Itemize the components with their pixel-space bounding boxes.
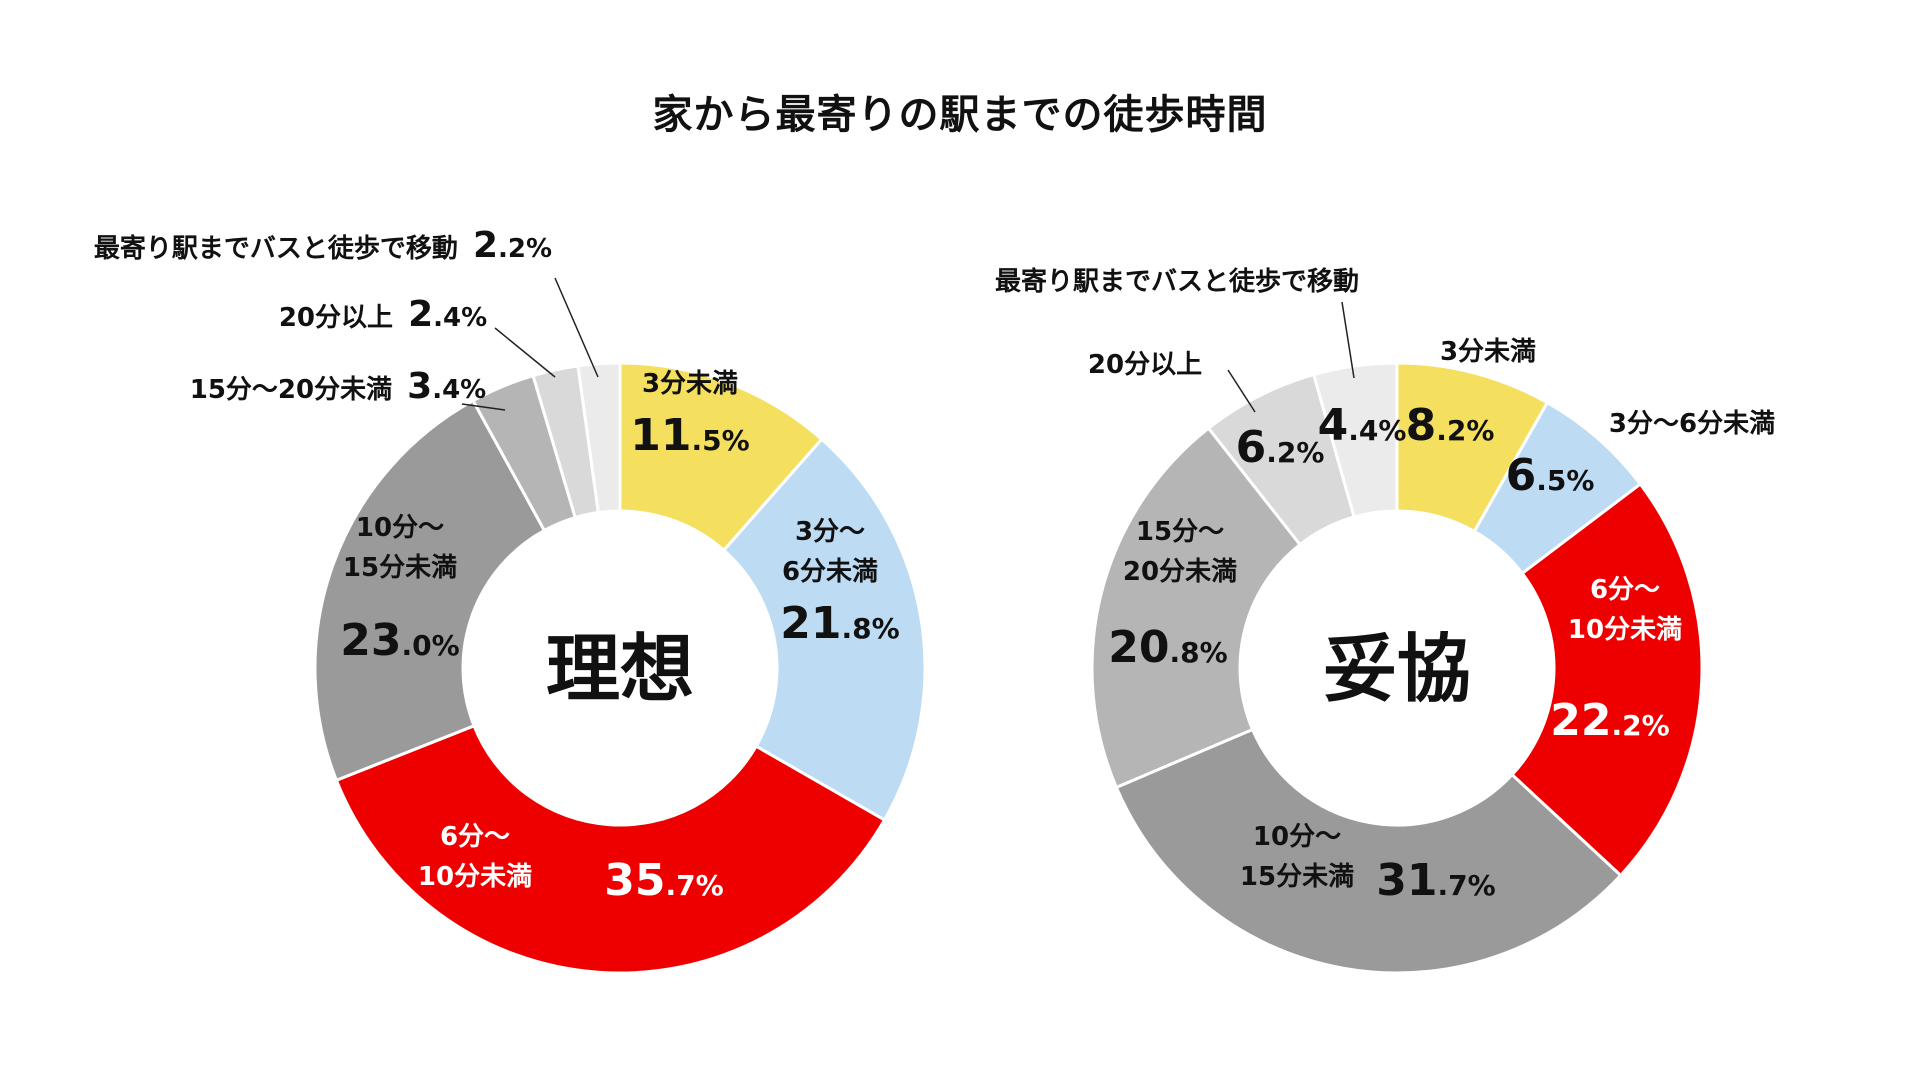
- label-category-0-3-0: 10分〜: [356, 513, 444, 543]
- label-value-1-1: 6.5%: [1506, 450, 1595, 501]
- leader-line-0-4: [461, 403, 506, 411]
- label-category-1-2-0: 6分〜: [1590, 575, 1660, 605]
- label-category-1-5-0: 20分以上: [1088, 350, 1202, 380]
- slice-1-4: [1090, 426, 1303, 790]
- label-category-0-1-0: 3分〜: [795, 517, 865, 547]
- label-category-0-0-0: 3分未満: [642, 369, 738, 399]
- label-category-1-6-0: 最寄り駅までバスと徒歩で移動: [995, 266, 1359, 297]
- data-label-1-1: 3分〜6分未満 6.5%: [1506, 409, 1776, 501]
- data-label-0-2: 6分〜 10分未満 35.7%: [418, 822, 724, 906]
- label-value-0-2: 35.7%: [604, 855, 723, 906]
- data-label-1-0: 3分未満 8.2%: [1406, 337, 1536, 451]
- data-label-1-4: 15分〜 20分未満 20.8%: [1108, 517, 1237, 673]
- leader-line-1-5: [1227, 369, 1256, 413]
- leader-line-0-6: [554, 277, 599, 378]
- label-category-1-4-1: 20分未満: [1123, 557, 1237, 587]
- slice-0-3: [313, 398, 547, 783]
- label-text-0-4: 15分〜20分未満 3.4%: [190, 366, 487, 407]
- data-label-0-0: 3分未満 11.5%: [630, 369, 749, 461]
- label-value-0-3: 23.0%: [340, 615, 459, 666]
- donut-chart-1: 妥協 3分未満 8.2% 3分〜6分未満 6.5% 6分〜 10分未満 22.2% 10分〜 15…: [995, 266, 1776, 975]
- data-label-1-2: 6分〜 10分未満 22.2%: [1550, 575, 1682, 746]
- label-value-1-5: 6.2%: [1236, 422, 1325, 473]
- label-value-1-6: 4.4%: [1318, 400, 1407, 451]
- slice-1-3: [1114, 727, 1623, 975]
- data-label-1-5: 20分以上 6.2%: [1088, 350, 1325, 473]
- slice-1-6: [1311, 361, 1399, 519]
- label-category-1-2-1: 10分未満: [1568, 615, 1682, 645]
- label-category-1-3-0: 10分〜: [1253, 822, 1341, 852]
- data-label-1-6: 最寄り駅までバスと徒歩で移動 4.4%: [995, 266, 1406, 451]
- donut-chart-0: 理想 3分未満 11.5% 3分〜 6分未満 21.8% 6分〜 10分未満 35.7% 10分〜…: [94, 225, 927, 975]
- data-label-0-6: 最寄り駅までバスと徒歩で移動 2.2%: [94, 225, 599, 378]
- leader-line-1-6: [1341, 301, 1355, 379]
- slice-0-0: [618, 361, 824, 553]
- data-label-0-5: 20分以上 2.4%: [279, 294, 556, 378]
- data-label-0-1: 3分〜 6分未満 21.8%: [780, 517, 899, 649]
- label-category-1-4-0: 15分〜: [1136, 517, 1224, 547]
- label-value-1-2: 22.2%: [1550, 695, 1669, 746]
- slice-1-2: [1510, 482, 1704, 878]
- data-label-0-3: 10分〜 15分未満 23.0%: [340, 513, 459, 666]
- center-label-0: 理想: [546, 627, 694, 713]
- data-label-1-3: 10分〜 15分未満 31.7%: [1240, 822, 1496, 906]
- label-text-0-5: 20分以上 2.4%: [279, 294, 487, 335]
- label-category-1-0-0: 3分未満: [1440, 337, 1536, 367]
- label-value-1-0: 8.2%: [1406, 400, 1495, 451]
- data-label-0-4: 15分〜20分未満 3.4%: [190, 366, 506, 411]
- label-value-1-4: 20.8%: [1108, 622, 1227, 673]
- label-category-0-3-1: 15分未満: [343, 553, 457, 583]
- leader-line-0-5: [494, 327, 556, 378]
- slice-0-1: [721, 437, 927, 822]
- label-category-0-2-1: 10分未満: [418, 862, 532, 892]
- center-label-1: 妥協: [1323, 627, 1471, 713]
- label-value-0-0: 11.5%: [630, 410, 749, 461]
- chart-title: 家から最寄りの駅までの徒歩時間: [652, 92, 1268, 138]
- label-category-1-3-1: 15分未満: [1240, 862, 1354, 892]
- label-category-0-2-0: 6分〜: [440, 822, 510, 852]
- label-value-1-3: 31.7%: [1376, 855, 1495, 906]
- label-category-1-1-0: 3分〜6分未満: [1609, 409, 1775, 439]
- label-category-0-1-1: 6分未満: [782, 557, 878, 587]
- label-value-0-1: 21.8%: [780, 598, 899, 649]
- slice-0-2: [334, 723, 887, 975]
- label-text-0-6: 最寄り駅までバスと徒歩で移動 2.2%: [94, 225, 552, 266]
